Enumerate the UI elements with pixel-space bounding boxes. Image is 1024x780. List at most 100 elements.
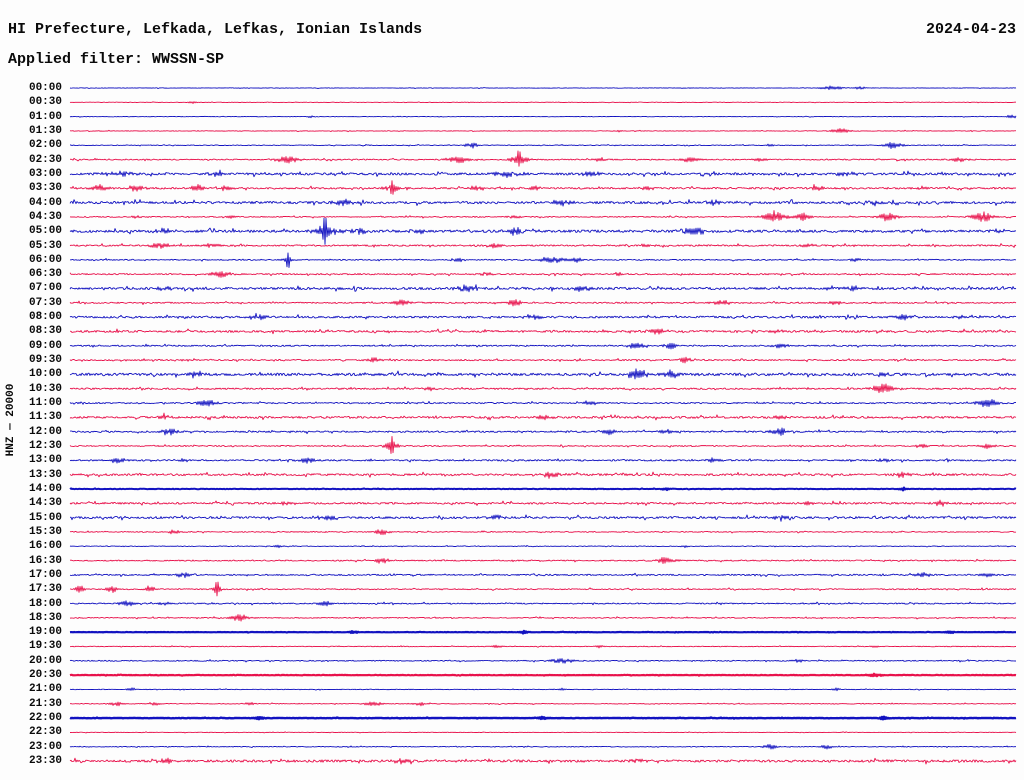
time-label-16-30: 16:30	[28, 554, 62, 567]
trace-04-00	[69, 198, 1017, 207]
time-label-00-30: 00:30	[28, 96, 62, 109]
trace-16-30	[69, 557, 1017, 564]
time-label-08-00: 08:00	[28, 311, 62, 324]
time-label-15-30: 15:30	[28, 525, 62, 538]
time-label-13-00: 13:00	[28, 454, 62, 467]
trace-21-30	[69, 701, 1017, 707]
time-label-18-30: 18:30	[28, 611, 62, 624]
trace-22-30	[70, 731, 1017, 734]
trace-00-00	[69, 85, 1017, 91]
trace-17-30	[69, 581, 1017, 597]
trace-19-30	[69, 644, 1016, 649]
time-label-06-00: 06:00	[28, 253, 62, 266]
trace-20-30	[69, 672, 1017, 678]
time-label-11-30: 11:30	[28, 411, 62, 424]
trace-02-30	[69, 150, 1016, 167]
trace-03-00	[69, 169, 1017, 179]
trace-11-30	[69, 412, 1017, 421]
trace-07-00	[69, 284, 1017, 293]
time-label-20-30: 20:30	[28, 669, 62, 682]
time-label-07-30: 07:30	[28, 296, 62, 309]
trace-19-00	[69, 629, 1017, 635]
time-label-10-00: 10:00	[28, 368, 62, 381]
trace-01-00	[69, 114, 1017, 119]
trace-08-30	[69, 328, 1017, 335]
time-label-14-00: 14:00	[28, 482, 62, 495]
time-label-06-30: 06:30	[28, 268, 62, 281]
time-label-02-30: 02:30	[28, 153, 62, 166]
trace-18-00	[69, 600, 1017, 607]
time-label-03-00: 03:00	[28, 167, 62, 180]
trace-14-00	[69, 486, 1017, 492]
trace-02-00	[70, 142, 1017, 149]
trace-05-30	[69, 242, 1017, 249]
time-label-21-00: 21:00	[28, 683, 62, 696]
time-label-18-00: 18:00	[28, 597, 62, 610]
trace-22-00	[69, 715, 1017, 721]
time-label-16-00: 16:00	[28, 540, 62, 553]
time-label-19-00: 19:00	[28, 626, 62, 639]
time-label-02-00: 02:00	[28, 139, 62, 152]
trace-20-00	[69, 658, 1016, 664]
trace-18-30	[69, 614, 1017, 622]
time-label-15-00: 15:00	[28, 511, 62, 524]
trace-16-00	[69, 544, 1016, 549]
trace-15-00	[69, 514, 1017, 522]
trace-10-30	[69, 383, 1017, 394]
time-label-05-00: 05:00	[28, 225, 62, 238]
time-label-11-00: 11:00	[28, 397, 62, 410]
trace-08-00	[69, 312, 1017, 321]
trace-21-00	[69, 687, 1017, 692]
trace-23-30	[69, 757, 1017, 765]
trace-12-00	[70, 427, 1017, 436]
trace-00-30	[69, 101, 1017, 104]
time-label-12-00: 12:00	[28, 425, 62, 438]
trace-09-00	[69, 342, 1017, 350]
time-label-04-30: 04:30	[28, 210, 62, 223]
time-label-08-30: 08:30	[28, 325, 62, 338]
time-label-03-30: 03:30	[28, 182, 62, 195]
time-label-05-30: 05:30	[28, 239, 62, 252]
time-label-12-30: 12:30	[28, 440, 62, 452]
page-title: HI Prefecture, Lefkada, Lefkas, Ionian I…	[8, 21, 423, 38]
trace-23-00	[69, 744, 1017, 750]
time-label-10-30: 10:30	[28, 382, 62, 395]
time-label-07-00: 07:00	[28, 282, 62, 295]
time-label-19-30: 19:30	[28, 640, 62, 653]
trace-13-00	[69, 457, 1017, 464]
time-label-22-30: 22:30	[28, 726, 62, 739]
trace-17-00	[69, 571, 1017, 579]
trace-14-30	[69, 499, 1017, 507]
time-label-01-30: 01:30	[28, 124, 62, 137]
time-label-01-00: 01:00	[28, 110, 62, 123]
time-label-17-00: 17:00	[28, 568, 62, 581]
trace-06-00	[69, 252, 1017, 268]
time-label-21-30: 21:30	[28, 697, 62, 710]
time-label-14-30: 14:30	[28, 497, 62, 510]
time-label-13-30: 13:30	[28, 468, 62, 481]
time-label-22-00: 22:00	[28, 712, 62, 725]
trace-15-30	[69, 529, 1017, 536]
trace-13-30	[69, 471, 1017, 479]
trace-07-30	[69, 299, 1017, 307]
time-label-09-30: 09:30	[28, 354, 62, 367]
trace-10-00	[69, 368, 1017, 380]
trace-09-30	[69, 356, 1017, 364]
trace-04-30	[69, 210, 1017, 222]
applied-filter-label: Applied filter: WWSSN-SP	[8, 51, 225, 68]
time-label-17-30: 17:30	[28, 583, 62, 596]
trace-11-00	[69, 399, 1017, 408]
trace-12-30	[69, 436, 1017, 454]
record-date: 2024-04-23	[925, 21, 1016, 38]
trace-01-30	[69, 128, 1017, 133]
time-label-20-00: 20:00	[28, 654, 62, 667]
time-label-23-30: 23:30	[28, 755, 62, 768]
trace-03-30	[69, 180, 1017, 195]
trace-06-30	[69, 271, 1017, 278]
trace-05-00	[69, 217, 1017, 245]
time-label-09-00: 09:00	[28, 339, 62, 352]
time-label-23-00: 23:00	[28, 740, 62, 753]
time-label-04-00: 04:00	[28, 196, 62, 209]
